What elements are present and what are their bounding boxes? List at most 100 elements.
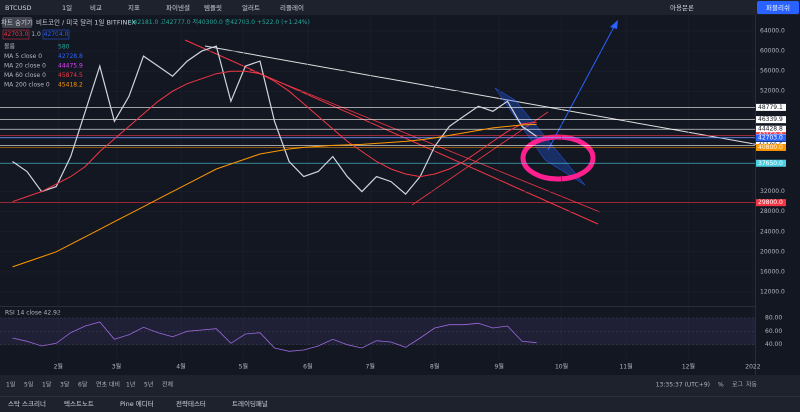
price-line <box>12 123 537 268</box>
y-tick-label: 56000.0 <box>760 68 785 75</box>
price-line <box>12 45 537 195</box>
bottom-tab[interactable]: 스탁 스크리너 <box>8 399 46 408</box>
period-button[interactable]: 1일 <box>6 381 15 389</box>
x-tick-label: 8월 <box>430 363 439 371</box>
legend-title: 비트코인 / 미국 달러 1일 BITFINEX <box>36 18 136 27</box>
layout[interactable]: 아용문론 <box>670 3 694 12</box>
level-box <box>756 159 786 167</box>
spread: 1.0 <box>31 31 41 38</box>
level-label: 48779.1 <box>758 104 783 111</box>
y-tick-label: 20000.0 <box>760 248 785 255</box>
indicator-name: MA 60 close 0 <box>4 72 46 79</box>
level-box <box>756 125 786 133</box>
period-button[interactable]: 1달 <box>42 381 52 389</box>
symbol[interactable]: BTCUSD <box>5 4 31 12</box>
y-tick-label: 60000.0 <box>760 48 785 55</box>
arrow-head <box>610 20 618 29</box>
level-label: 46339.9 <box>758 116 783 123</box>
rsi-tick-label: 60.00 <box>765 328 782 335</box>
bid-box[interactable] <box>2 29 30 40</box>
level-label: 44428.8 <box>758 126 783 133</box>
level-box <box>756 103 786 111</box>
bottom-tab[interactable]: 텍스트노트 <box>64 400 94 408</box>
indicator-name: MA 200 close 0 <box>4 82 50 89</box>
tooltip-text: 차트 숨기기 <box>1 18 33 27</box>
rsi-tick-label: 40.00 <box>765 341 782 348</box>
bid: 42703.0 <box>4 31 29 38</box>
rsi-label: RSI 14 close 42.92 <box>5 310 61 317</box>
bottom-bar <box>0 375 800 412</box>
y-tick-label: 28000.0 <box>760 208 785 215</box>
level-label: 40800.0 <box>758 144 783 151</box>
price-axis-border <box>755 15 756 375</box>
y-tick-label: 32000.0 <box>760 188 785 195</box>
toolbar-item[interactable]: 얼러트 <box>242 3 260 12</box>
rsi-line <box>12 321 537 352</box>
bottom-tab[interactable]: Pine 에디터 <box>120 399 154 408</box>
toolbar <box>0 0 800 15</box>
toolbar-item[interactable]: 지표 <box>128 3 140 12</box>
y-tick-label: 12000.0 <box>760 289 785 296</box>
indicator-value: 45418.2 <box>58 82 83 89</box>
scale-button[interactable]: 로그 <box>732 382 744 389</box>
level-box <box>756 143 786 151</box>
rsi-tick-label: 80.00 <box>765 315 782 322</box>
x-tick-label: 6월 <box>303 363 312 371</box>
ask-box[interactable] <box>42 29 70 40</box>
legend-ohlc: 시42181.0 고42777.0 저40300.0 종42703.0 +522… <box>128 18 310 26</box>
indicator-value: 42728.8 <box>58 53 83 60</box>
level-box <box>756 134 786 142</box>
arrow <box>547 24 616 151</box>
x-tick-label: 7월 <box>366 363 375 371</box>
toolbar-item[interactable]: 비교 <box>90 3 102 12</box>
y-tick-label: 64000.0 <box>760 28 785 35</box>
period-button[interactable]: 전체 <box>162 381 173 389</box>
x-tick-label: 2월 <box>54 363 63 371</box>
clock: 13:35:37 (UTC+9) <box>656 382 710 389</box>
toolbar-item[interactable]: 템플릿 <box>204 4 222 12</box>
bottom-tab[interactable]: 트레이딩패널 <box>232 399 268 408</box>
period-button[interactable]: 6달 <box>78 381 88 389</box>
toolbar-item[interactable]: 리플레이 <box>280 3 304 12</box>
bottom-tab[interactable]: 전략테스터 <box>176 399 206 408</box>
trendline <box>249 69 601 213</box>
y-tick-label: 24000.0 <box>760 228 785 235</box>
scale-button[interactable]: % <box>718 382 724 389</box>
y-tick-label: 52000.0 <box>760 88 785 95</box>
level-box <box>756 116 786 124</box>
pane-divider <box>0 306 755 307</box>
level-label: 42703.0 <box>758 134 783 141</box>
period-button[interactable]: 연초 대비 <box>96 381 120 389</box>
x-tick-label: 5월 <box>239 363 248 371</box>
level-box <box>756 199 786 207</box>
level-label: 37650.0 <box>758 160 783 167</box>
publish-button[interactable] <box>757 1 799 14</box>
x-tick-label: 3월 <box>112 363 121 371</box>
publish[interactable]: 퍼블리쉬 <box>766 3 790 12</box>
period-button[interactable]: 5일 <box>24 381 33 389</box>
period-button[interactable]: 5년 <box>144 381 153 389</box>
x-tick-label: 9월 <box>495 363 504 371</box>
trendline <box>204 45 761 146</box>
ask: 42704.0 <box>44 31 69 38</box>
x-tick-label: 10월 <box>555 363 568 371</box>
y-tick-label: 16000.0 <box>760 268 785 275</box>
x-tick-label: 11월 <box>619 363 632 371</box>
period-button[interactable]: 1년 <box>126 381 135 389</box>
scale-button[interactable]: 자동 <box>746 381 758 389</box>
indicator-name: 볼륨 <box>4 44 16 51</box>
price-line <box>12 70 537 203</box>
x-tick-label: 2022 <box>745 364 760 371</box>
trendline <box>184 39 599 225</box>
divider <box>0 396 800 397</box>
period-button[interactable]: 3달 <box>60 381 70 389</box>
interval[interactable]: 1일 <box>62 3 72 12</box>
indicator-value: 44475.9 <box>58 63 83 70</box>
toolbar-item[interactable]: 파이넨셜 <box>166 3 190 12</box>
tooltip <box>2 17 32 28</box>
x-tick-label: 4월 <box>176 363 185 371</box>
indicator-value: 45874.5 <box>58 72 83 79</box>
indicator-name: MA 5 close 0 <box>4 53 42 60</box>
indicator-value: 580 <box>58 44 70 51</box>
